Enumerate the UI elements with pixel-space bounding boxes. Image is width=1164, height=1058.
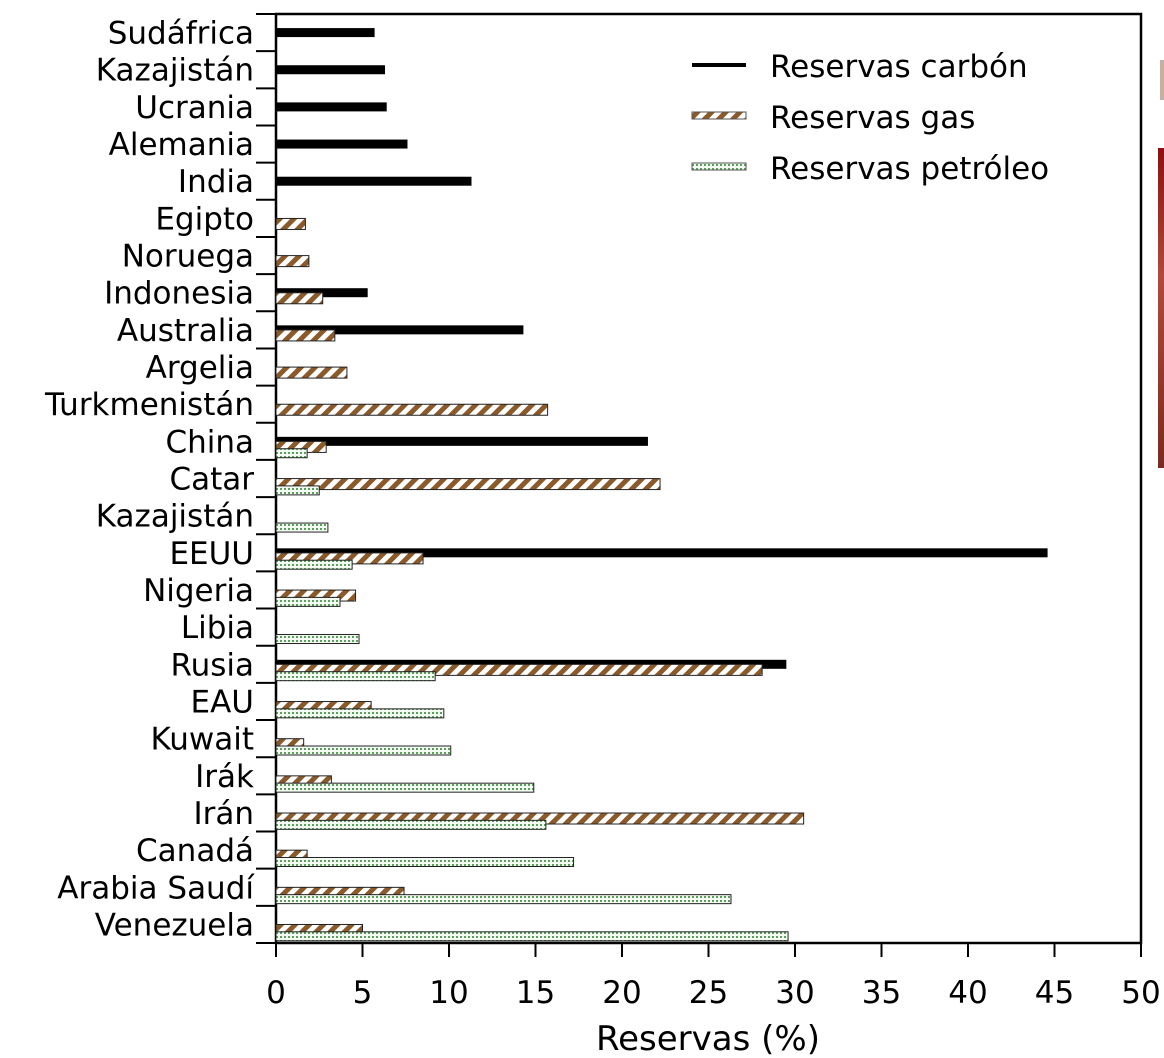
x-tick-label: 50 [1121,975,1160,1011]
category-label: EAU [191,684,254,720]
bar-reservas-gas-8 [275,329,336,342]
bar-reservas-carbón-1 [276,65,385,75]
category-label: Kazajistán [96,499,254,535]
category-label: Venezuela [95,907,254,943]
y-axis-ticks [256,13,276,944]
cropped-image-edge [1160,60,1164,100]
category-label: Sudáfrica [108,16,254,52]
bar-reservas-petróleo-13 [275,522,329,533]
x-axis-tick-labels: 0 5 10 15 20 25 30 35 40 45 50 [266,975,1161,1011]
bar-reservas-petróleo-15 [275,596,341,607]
bar-reservas-gas-7 [275,292,324,305]
bar-reservas-petróleo-17 [275,671,436,682]
x-tick-label: 25 [689,975,728,1011]
x-tick-label: 10 [429,975,468,1011]
bar-reservas-petróleo-21 [275,819,547,830]
legend-swatch [691,111,747,120]
bars-group [275,28,1048,942]
x-axis-title: Reservas (%) [596,1019,820,1058]
y-axis-category-labels: SudáfricaKazajistánUcraniaAlemaniaIndiaE… [44,16,255,944]
bar-reservas-petróleo-23 [275,894,732,905]
x-tick-label: 35 [862,975,901,1011]
category-label: Alemania [109,127,254,163]
category-label: EEUU [169,536,254,572]
bar-reservas-carbón-0 [276,28,375,38]
x-tick-label: 45 [1035,975,1074,1011]
legend-label: Reservas petróleo [770,151,1049,187]
bar-reservas-petróleo-20 [275,782,535,793]
bar-reservas-carbón-8 [276,325,524,335]
bar-reservas-petróleo-11 [275,448,308,459]
category-label: Rusia [170,647,254,683]
x-tick-label: 20 [602,975,641,1011]
bar-reservas-gas-9 [275,366,348,379]
category-label: Canadá [136,833,254,869]
bar-reservas-petróleo-14 [275,559,353,570]
bar-reservas-gas-6 [275,255,310,268]
bar-reservas-carbón-3 [276,139,408,149]
bar-reservas-petróleo-12 [275,485,320,496]
x-tick-label: 5 [353,975,373,1011]
bar-reservas-carbón-14 [276,548,1048,558]
category-label: Catar [169,462,254,498]
legend-swatch [691,162,747,171]
x-axis-ticks [275,943,1142,957]
x-tick-label: 40 [948,975,987,1011]
bar-reservas-carbón-2 [276,102,387,112]
category-label: Irák [195,759,254,795]
bar-reservas-gas-17 [275,663,763,676]
category-label: Libia [181,610,254,646]
legend: Reservas carbón Reservas gas Reservas petr… [691,49,1049,187]
category-label: India [178,164,254,200]
legend-label: Reservas carbón [770,49,1028,85]
category-label: Arabia Saudí [57,870,255,906]
category-label: Australia [117,313,254,349]
category-label: Nigeria [143,573,254,609]
legend-swatch [692,63,746,67]
bar-reservas-petróleo-24 [275,931,789,942]
bar-reservas-petróleo-18 [275,708,445,719]
x-tick-label: 0 [266,975,286,1011]
category-label: Ucrania [135,90,254,126]
category-label: Argelia [146,350,254,386]
bar-reservas-petróleo-19 [275,745,452,756]
x-tick-label: 15 [516,975,555,1011]
bar-reservas-carbón-11 [276,436,648,446]
category-label: Kuwait [150,722,254,758]
x-tick-label: 30 [775,975,814,1011]
cropped-image-edge [1158,148,1164,468]
category-label: Egipto [155,201,254,237]
bar-reservas-carbón-4 [276,176,472,186]
bar-reservas-gas-12 [275,478,661,491]
bar-reservas-gas-5 [275,217,306,230]
category-label: Noruega [122,239,254,275]
bar-reservas-gas-10 [275,403,549,416]
category-label: Turkmenistán [44,387,254,423]
category-label: China [165,424,254,460]
category-label: Indonesia [104,276,254,312]
category-label: Kazajistán [96,53,254,89]
bar-reservas-petróleo-22 [275,856,575,867]
legend-label: Reservas gas [770,100,975,136]
bar-reservas-petróleo-16 [275,634,360,645]
category-label: Irán [193,796,254,832]
